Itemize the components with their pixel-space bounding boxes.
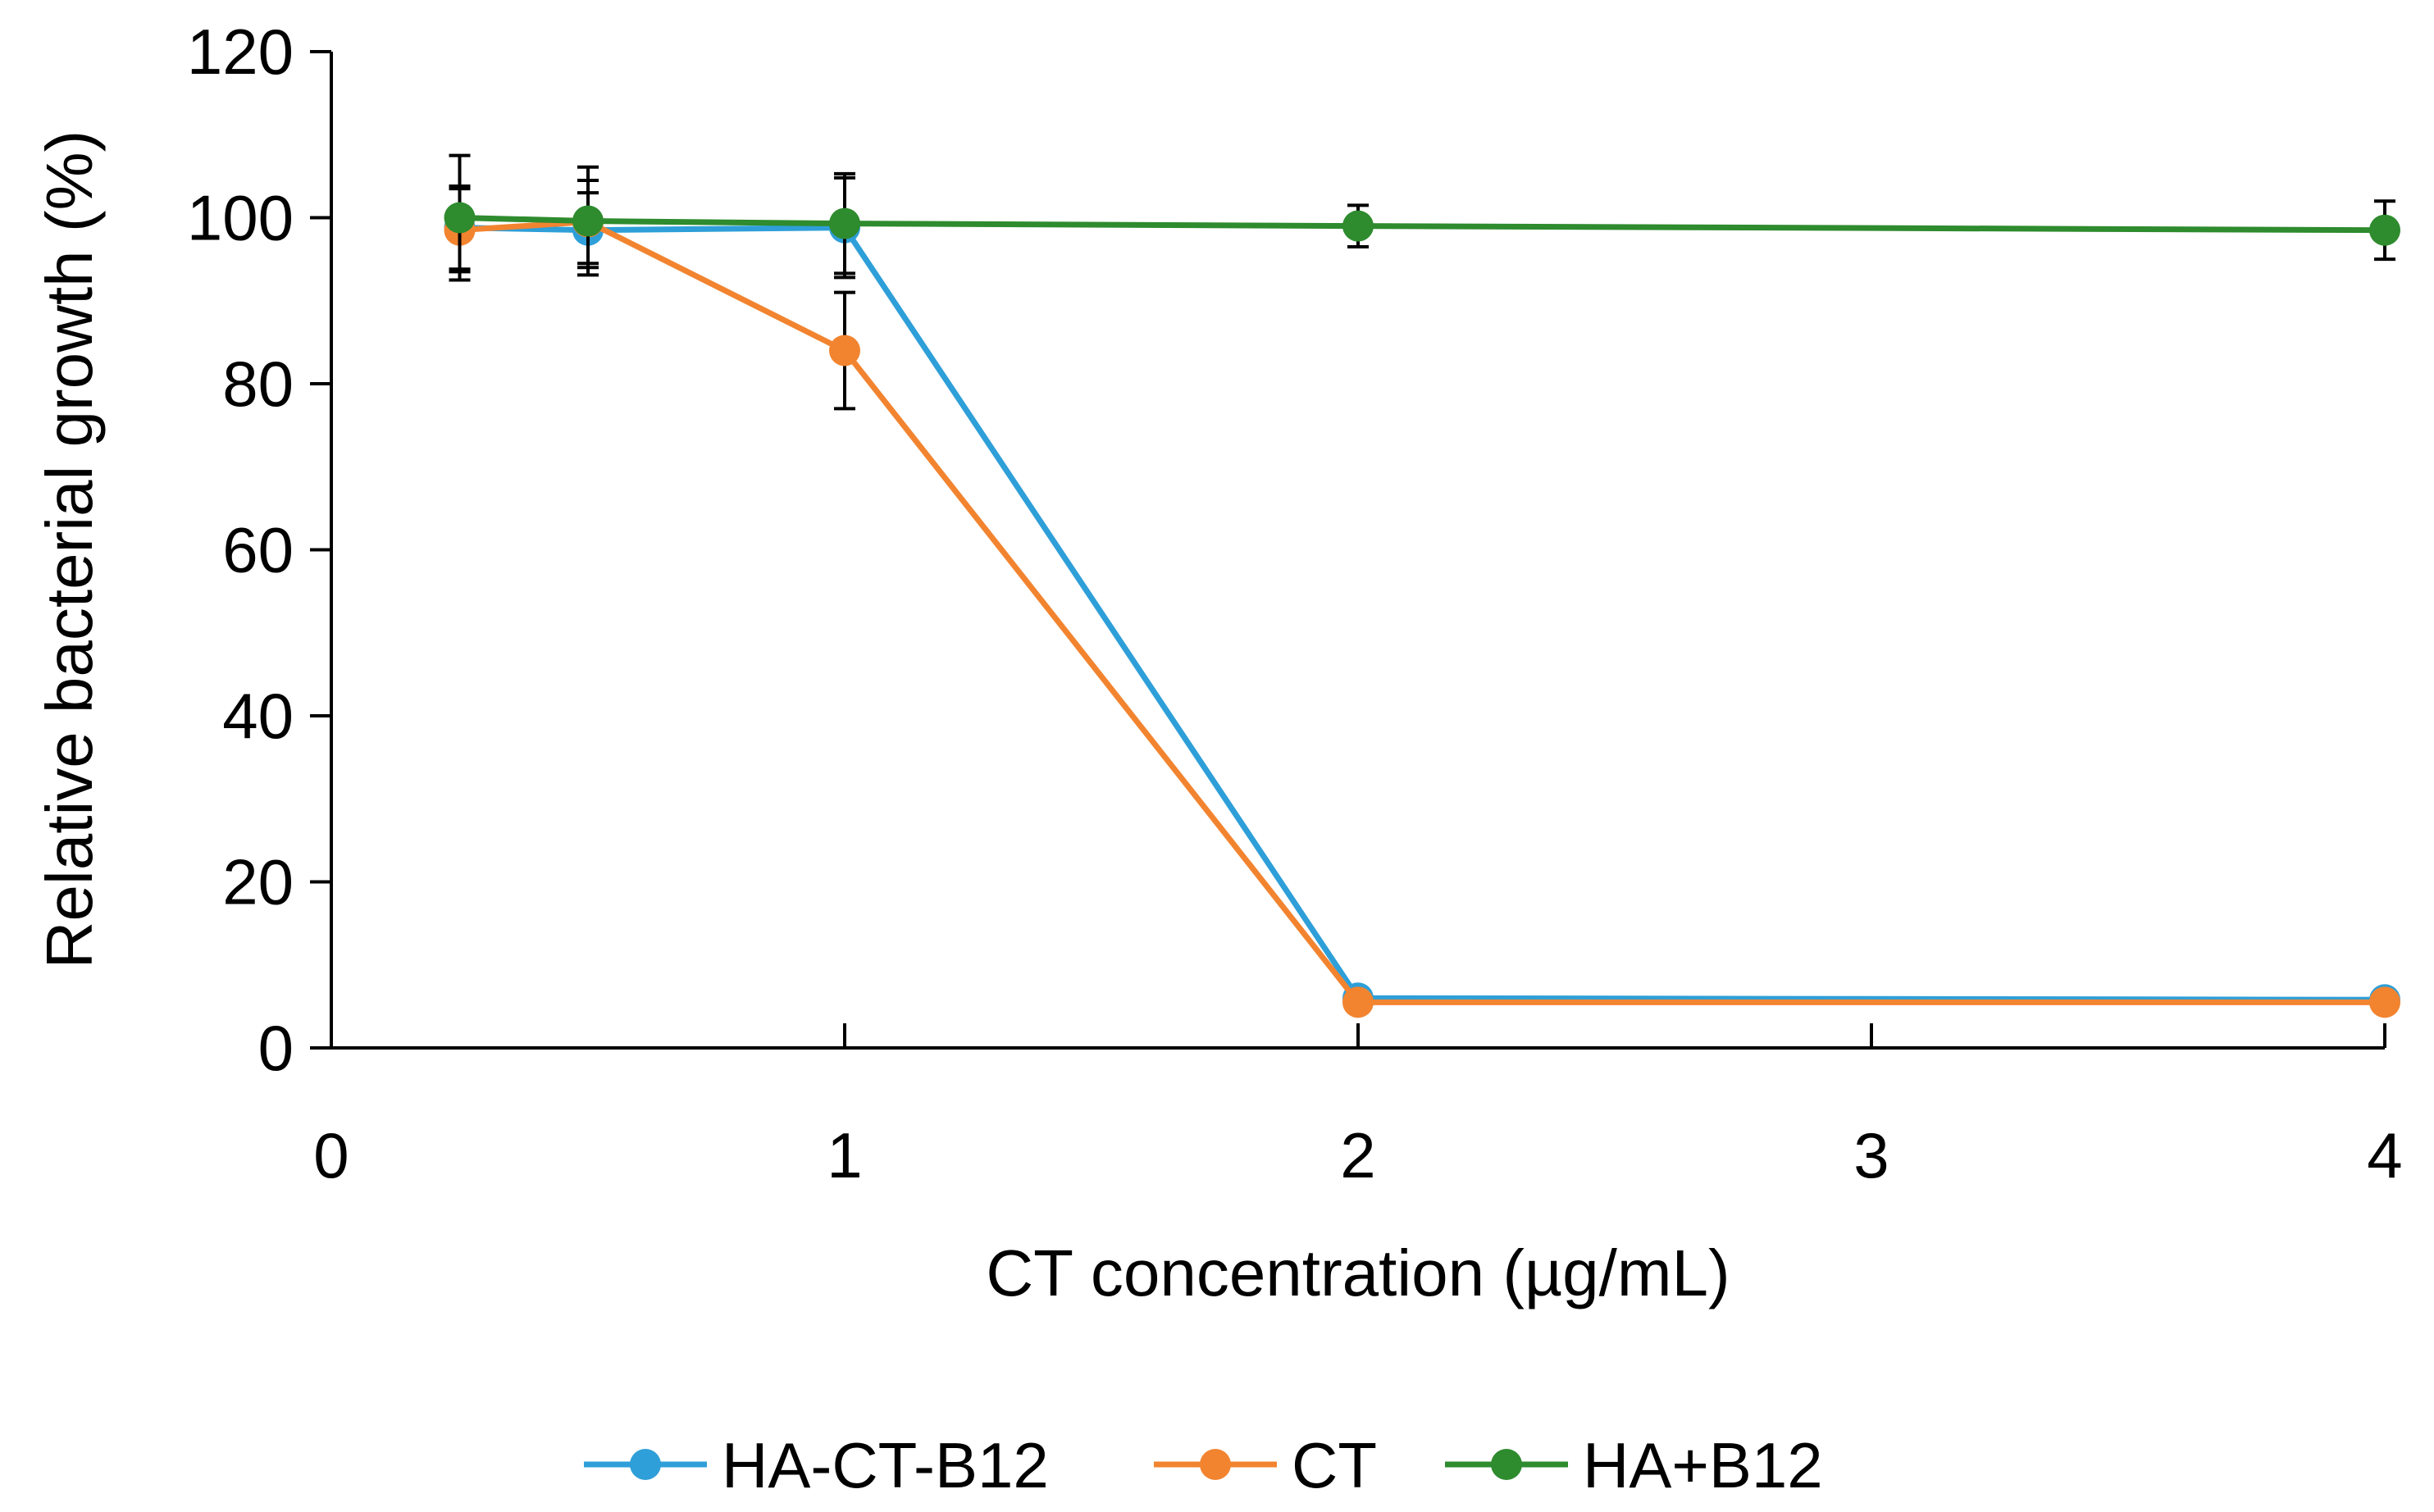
data-point bbox=[829, 207, 860, 239]
legend: HA-CT-B12 CT HA+B12 bbox=[584, 1429, 1823, 1501]
x-tick-label: 0 bbox=[313, 1119, 349, 1191]
y-tick-label: 0 bbox=[258, 1012, 294, 1084]
series-line bbox=[459, 219, 2385, 1005]
y-tick-label: 60 bbox=[222, 514, 294, 586]
legend-label: CT bbox=[1292, 1429, 1377, 1501]
y-tick-label: 40 bbox=[222, 680, 294, 752]
legend-label: HA+B12 bbox=[1583, 1429, 1823, 1501]
series-HA+B12 bbox=[444, 153, 2400, 282]
y-tick-label: 100 bbox=[187, 182, 294, 254]
data-point bbox=[2369, 986, 2400, 1018]
legend-marker bbox=[1200, 1449, 1231, 1480]
legend-item: HA-CT-B12 bbox=[584, 1429, 1049, 1501]
x-tick-label: 1 bbox=[827, 1119, 862, 1191]
x-tick-label: 4 bbox=[2367, 1119, 2402, 1191]
legend-marker bbox=[630, 1449, 661, 1480]
y-axis-title: Relative bacterial growth (%) bbox=[33, 130, 106, 969]
data-point bbox=[572, 205, 604, 237]
legend-item: CT bbox=[1154, 1429, 1377, 1501]
y-ticks: 0 20 40 60 80 100 120 bbox=[187, 16, 331, 1084]
x-axis-title: CT concentration (µg/mL) bbox=[986, 1236, 1730, 1309]
data-point bbox=[2369, 214, 2400, 246]
y-tick-label: 20 bbox=[222, 846, 294, 918]
data-point bbox=[829, 335, 860, 367]
legend-marker bbox=[1491, 1449, 1522, 1480]
x-ticks: 0 1 2 3 4 bbox=[313, 1023, 2403, 1191]
series-line bbox=[459, 225, 2386, 1003]
series-HA-CT-B12 bbox=[444, 175, 2400, 1016]
legend-label: HA-CT-B12 bbox=[722, 1429, 1049, 1501]
x-tick-label: 2 bbox=[1340, 1119, 1375, 1191]
y-tick-label: 80 bbox=[222, 348, 294, 420]
series-CT bbox=[444, 178, 2400, 1018]
x-tick-label: 3 bbox=[1853, 1119, 1889, 1191]
y-tick-label: 120 bbox=[187, 16, 294, 88]
series-layer bbox=[444, 153, 2400, 1018]
data-point bbox=[444, 202, 476, 234]
data-point bbox=[1342, 986, 1374, 1018]
data-point bbox=[1342, 210, 1374, 242]
axes: 0 20 40 60 80 100 120 0 1 2 3 4 bbox=[187, 16, 2403, 1191]
legend-item: HA+B12 bbox=[1445, 1429, 1823, 1501]
